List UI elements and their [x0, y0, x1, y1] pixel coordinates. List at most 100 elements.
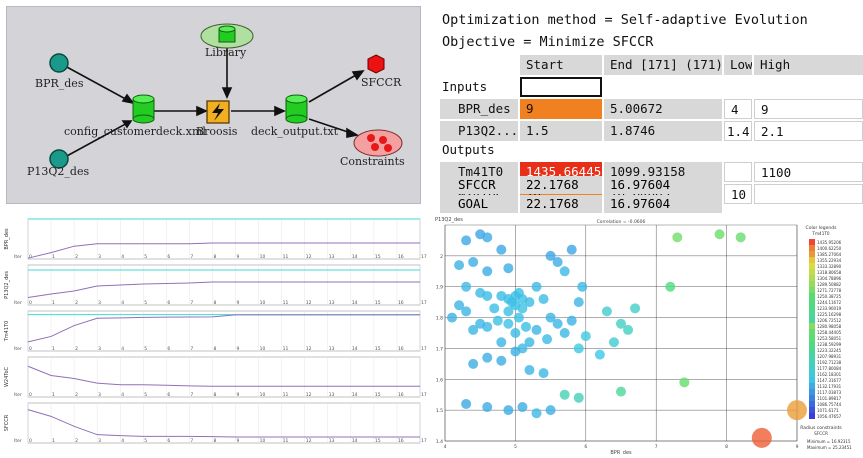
scatter-point[interactable]	[489, 303, 500, 314]
deck-output-node[interactable]	[285, 94, 308, 124]
scatter-point[interactable]	[496, 337, 507, 348]
scatter-point[interactable]	[559, 389, 570, 400]
scatter-point[interactable]	[531, 281, 542, 292]
color-legend-value: 1117.03873	[817, 390, 842, 395]
scatter-point[interactable]	[531, 324, 542, 335]
correlation-scatter-plot[interactable]: 4 5 6 7 8 9 1.4 1.5 1.6 1.7 1.8 1.9 2 Correlation = -…	[433, 213, 863, 456]
start-value-cell[interactable]: 22.1768	[520, 195, 602, 213]
scatter-point[interactable]	[503, 318, 514, 329]
scatter-point[interactable]	[447, 312, 458, 323]
scatter-point[interactable]	[552, 257, 563, 268]
scatter-point[interactable]	[454, 300, 465, 311]
scatter-point[interactable]	[503, 263, 514, 274]
low-value-cell[interactable]: 10	[724, 184, 752, 204]
scatter-point[interactable]	[482, 321, 493, 332]
scatter-point[interactable]	[552, 318, 563, 329]
scatter-point[interactable]	[524, 297, 535, 308]
end-value-cell[interactable]: 16.97604	[604, 176, 722, 194]
scatter-point[interactable]	[577, 281, 588, 292]
scatter-point[interactable]	[492, 315, 503, 326]
low-value-cell[interactable]: 1.4	[724, 121, 752, 141]
broosis-component-node[interactable]	[206, 100, 230, 124]
scatter-point[interactable]	[496, 244, 507, 255]
scatter-point[interactable]	[679, 377, 690, 388]
workflow-canvas[interactable]: BPR_des P13Q2_des config_customerdeck.xm…	[6, 6, 421, 204]
scatter-point[interactable]	[531, 408, 542, 419]
scatter-point[interactable]	[510, 328, 521, 338]
scatter-point[interactable]	[608, 337, 619, 348]
iteration-history-plots[interactable]: 0 1 2 3 4 5 6 7 8 9 10 11 12 13 14 15 16 17 Iter BPR_des 0 1 2…	[0, 213, 432, 454]
start-value-cell[interactable]: 1.5	[520, 121, 602, 141]
scatter-point[interactable]	[461, 281, 472, 292]
scatter-point[interactable]	[461, 235, 472, 246]
scatter-point[interactable]	[566, 315, 577, 326]
scatter-point[interactable]	[573, 392, 584, 403]
end-value-cell[interactable]: 5.00672	[604, 99, 722, 119]
scatter-point[interactable]	[482, 402, 493, 413]
scatter-point[interactable]	[559, 328, 570, 338]
end-value-cell[interactable]: 1.8746	[604, 121, 722, 141]
bpr-des-node[interactable]	[49, 53, 69, 73]
sfccr-node[interactable]	[367, 54, 385, 74]
scatter-point[interactable]	[787, 400, 807, 421]
scatter-point[interactable]	[524, 365, 535, 376]
scatter-point[interactable]	[461, 306, 472, 317]
high-value-cell[interactable]: 2.1	[754, 121, 863, 141]
library-node[interactable]	[200, 23, 254, 49]
high-value-cell[interactable]: 1100	[754, 162, 863, 182]
scatter-point[interactable]	[616, 318, 626, 329]
scatter-point[interactable]	[496, 355, 507, 366]
scatter-point[interactable]	[545, 405, 556, 416]
scatter-point[interactable]	[623, 324, 634, 335]
scatter-point[interactable]	[672, 232, 683, 243]
scatter-point[interactable]	[513, 312, 524, 323]
color-legend-swatch	[809, 305, 815, 311]
scatter-point[interactable]	[566, 244, 577, 255]
scatter-point[interactable]	[538, 368, 549, 379]
scatter-point[interactable]	[735, 232, 746, 243]
scatter-point[interactable]	[520, 321, 531, 332]
scatter-point[interactable]	[482, 290, 493, 301]
selected-empty-cell[interactable]	[520, 77, 602, 97]
edge-bpr-config	[64, 65, 134, 104]
scatter-point[interactable]	[510, 346, 521, 357]
scatter-point[interactable]	[542, 334, 553, 345]
start-value-cell[interactable]: 22.1768	[520, 176, 602, 194]
scatter-point[interactable]	[461, 398, 472, 409]
scatter-point[interactable]	[482, 232, 493, 243]
p13q2-des-node[interactable]	[49, 149, 69, 169]
scatter-point[interactable]	[482, 266, 493, 277]
scatter-point[interactable]	[751, 427, 772, 448]
scatter-point[interactable]	[538, 294, 549, 305]
scatter-point[interactable]	[665, 281, 676, 292]
low-value-cell[interactable]: 4	[724, 99, 752, 119]
scatter-point[interactable]	[594, 349, 605, 360]
scatter-point[interactable]	[503, 405, 514, 416]
scatter-point[interactable]	[468, 358, 479, 369]
start-value-cell[interactable]: 9	[520, 99, 602, 119]
scatter-point[interactable]	[524, 337, 535, 348]
scatter-point[interactable]	[573, 297, 584, 308]
scatter-point[interactable]	[454, 260, 465, 271]
scatter-point[interactable]	[517, 402, 528, 413]
scatter-point[interactable]	[545, 312, 556, 323]
scatter-point[interactable]	[601, 306, 612, 317]
scatter-point[interactable]	[573, 343, 584, 354]
scatter-point[interactable]	[468, 257, 479, 268]
scatter-point[interactable]	[559, 266, 570, 277]
x-tick-label: 3	[98, 438, 101, 444]
end-value-cell[interactable]: 16.97604	[604, 195, 722, 213]
scatter-point[interactable]	[482, 352, 493, 363]
scatter-point[interactable]	[580, 331, 591, 342]
low-value-cell[interactable]	[724, 162, 752, 182]
scatter-point[interactable]	[517, 303, 528, 314]
scatter-point[interactable]	[616, 386, 626, 397]
scatter-point[interactable]	[468, 324, 479, 335]
scatter-point[interactable]	[714, 229, 725, 240]
high-value-cell[interactable]: 9	[754, 99, 863, 119]
scatter-point[interactable]	[503, 306, 514, 317]
config-file-node[interactable]	[132, 94, 155, 124]
scatter-point[interactable]	[630, 303, 641, 314]
scatter-point[interactable]	[545, 250, 556, 261]
constraints-node[interactable]	[353, 129, 403, 157]
